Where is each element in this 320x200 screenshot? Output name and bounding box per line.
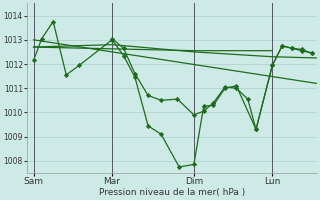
X-axis label: Pression niveau de la mer( hPa ): Pression niveau de la mer( hPa ) [99, 188, 245, 197]
